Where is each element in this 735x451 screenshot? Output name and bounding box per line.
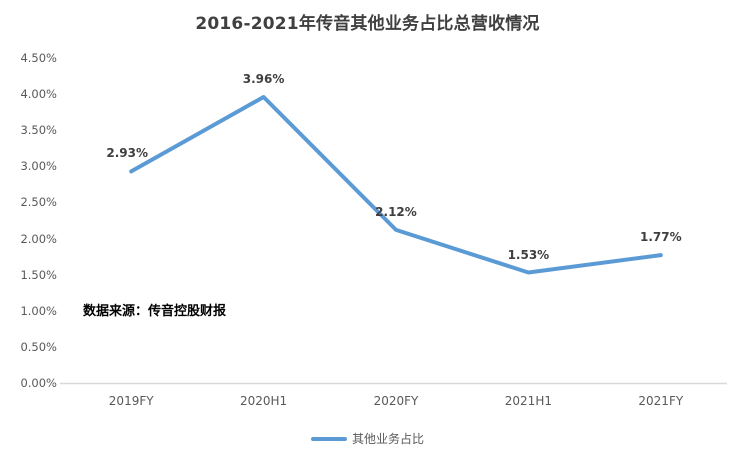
y-tick-label: 0.50% <box>20 339 57 354</box>
x-tick-label: 2019FY <box>108 394 154 408</box>
data-point-label: 1.77% <box>639 230 682 245</box>
y-tick-label: 3.00% <box>20 159 57 174</box>
y-tick-label: 4.50% <box>20 51 57 65</box>
data-point-label: 1.53% <box>507 247 550 262</box>
y-tick-label: 2.50% <box>20 195 57 210</box>
x-tick-label: 2020FY <box>373 394 419 408</box>
y-tick-label: 4.00% <box>20 87 57 102</box>
y-tick-label: 3.50% <box>20 123 57 138</box>
data-point-label: 3.96% <box>242 72 285 86</box>
y-tick-label: 0.00% <box>20 376 57 390</box>
x-tick-label: 2021H1 <box>504 394 552 408</box>
data-point-label: 2.93% <box>106 146 148 161</box>
chart-title: 2016-2021年传音其他业务占比总营收情况 <box>195 14 540 34</box>
y-tick-label: 2.00% <box>20 231 57 246</box>
x-tick-label: 2020H1 <box>239 394 288 408</box>
y-tick-label: 1.00% <box>20 303 57 318</box>
x-tick-label: 2021FY <box>638 394 684 408</box>
source-note: 数据来源：传音控股财报 <box>83 304 227 319</box>
data-point-label: 2.12% <box>375 204 417 219</box>
series-line <box>129 95 663 275</box>
legend-line-swatch <box>310 436 347 441</box>
y-tick-label: 1.50% <box>20 267 57 282</box>
legend-label: 其他业务占比 <box>351 432 424 446</box>
legend: 其他业务占比 <box>0 430 735 447</box>
